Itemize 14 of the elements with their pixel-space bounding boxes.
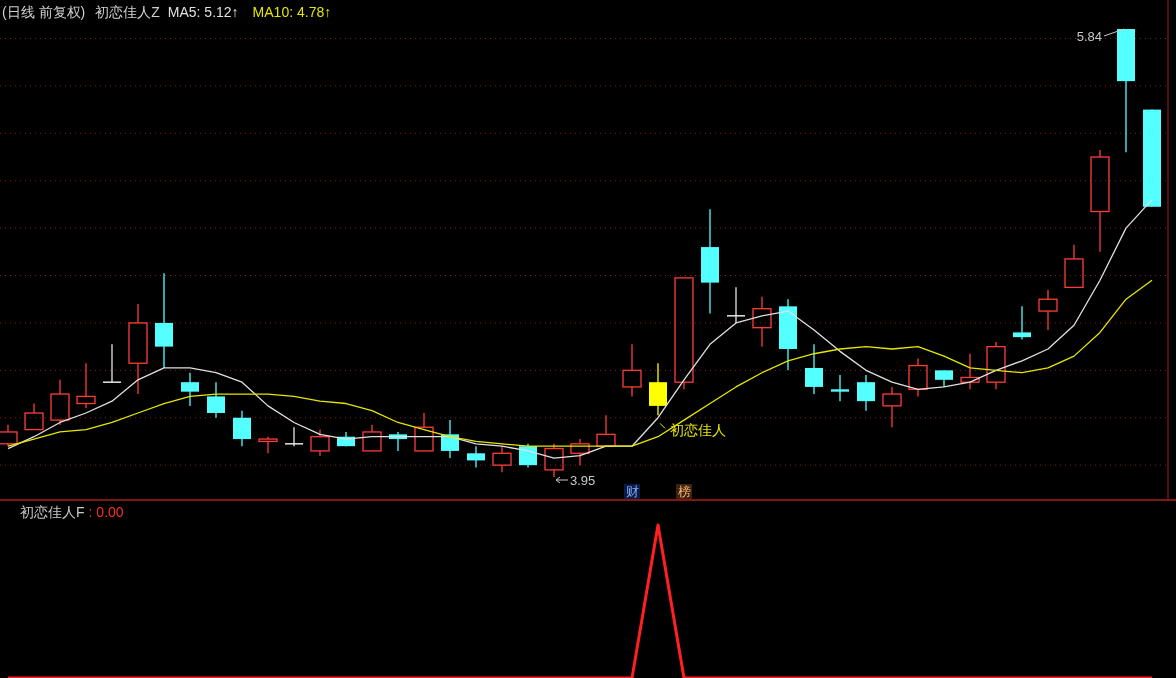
annotation: 5.84 bbox=[1076, 28, 1125, 44]
chart-title: (日线 前复权) bbox=[2, 4, 86, 20]
text: MA10: 4.78↑ bbox=[252, 4, 332, 20]
annotation: 初恋佳人 bbox=[659, 422, 726, 439]
annotation: 3.95 bbox=[555, 473, 596, 488]
chart-title: 初恋佳人F bbox=[20, 504, 85, 520]
annotation: 3.95 bbox=[570, 473, 596, 488]
chart-subtitle: 初恋佳人Z bbox=[95, 4, 161, 20]
annotation: 财 bbox=[624, 484, 640, 499]
text: MA5: 5.12↑ bbox=[167, 4, 239, 20]
chart-subtitle: : 0.00 bbox=[88, 504, 124, 520]
annotation: 榜 bbox=[676, 484, 692, 499]
annotation: 初恋佳人 bbox=[670, 422, 726, 439]
annotation: 5.84 bbox=[1076, 29, 1102, 44]
